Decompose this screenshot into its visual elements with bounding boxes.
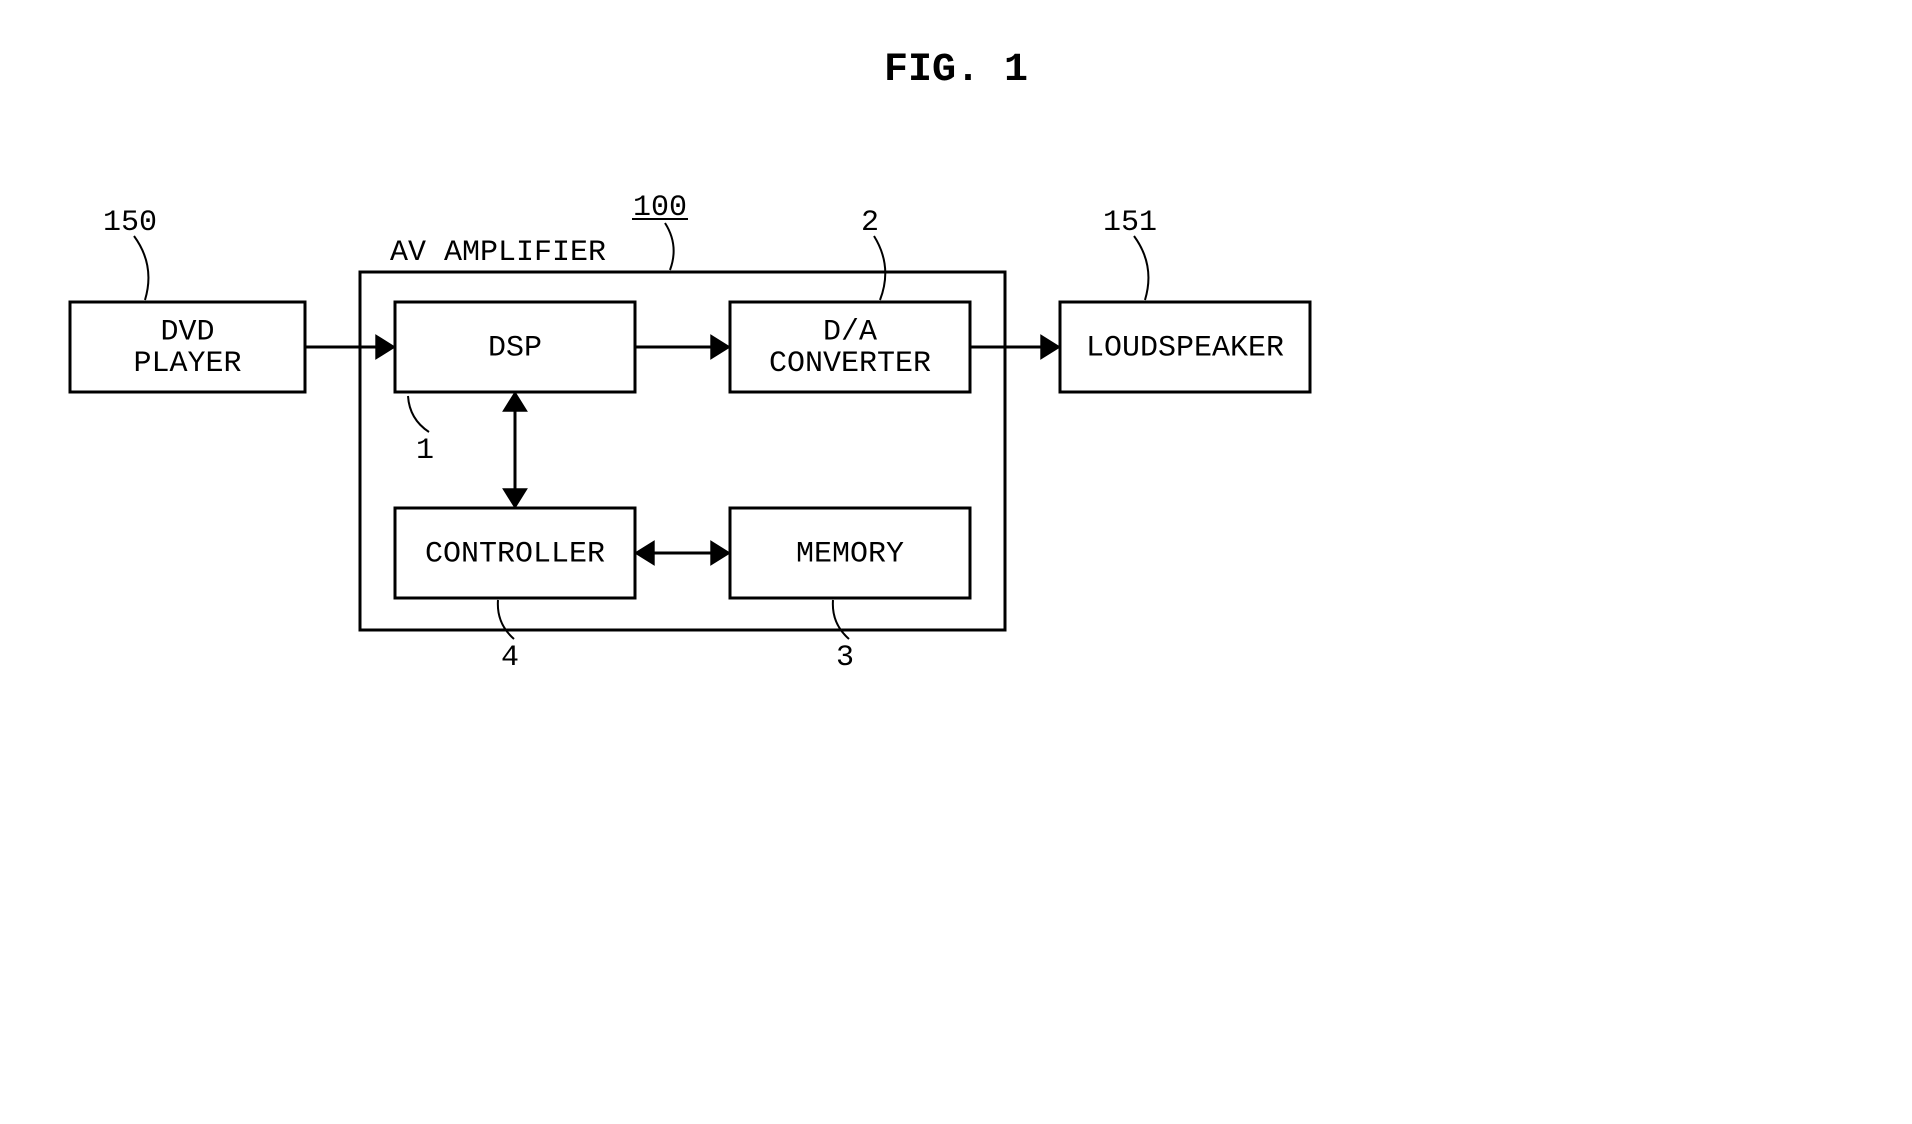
av-amplifier-label: AV AMPLIFIER <box>390 236 606 270</box>
dac-label: D/A <box>823 316 877 350</box>
reference-labels-group: 1001501215143 <box>103 191 1157 675</box>
memory-label: MEMORY <box>796 537 904 571</box>
dvd-label: DVD <box>160 316 214 350</box>
ref-speaker: 151 <box>1103 206 1157 240</box>
ref-controller: 4 <box>501 641 519 675</box>
controller-label: CONTROLLER <box>425 537 605 571</box>
figure-title: FIG. 1 <box>884 48 1028 93</box>
dvd-label: PLAYER <box>133 347 241 381</box>
ref-memory: 3 <box>836 641 854 675</box>
figure-canvas: FIG. 1 AV AMPLIFIER DVDPLAYER DSP D/ACONVE… <box>0 0 1912 1124</box>
ref-dac: 2 <box>861 206 879 240</box>
av-amplifier-container <box>360 272 1005 630</box>
ref-dvd: 150 <box>103 206 157 240</box>
dsp-label: DSP <box>488 331 542 365</box>
speaker-label: LOUDSPEAKER <box>1086 331 1284 365</box>
dac-label: CONVERTER <box>769 347 931 381</box>
ref-dsp: 1 <box>416 434 434 468</box>
